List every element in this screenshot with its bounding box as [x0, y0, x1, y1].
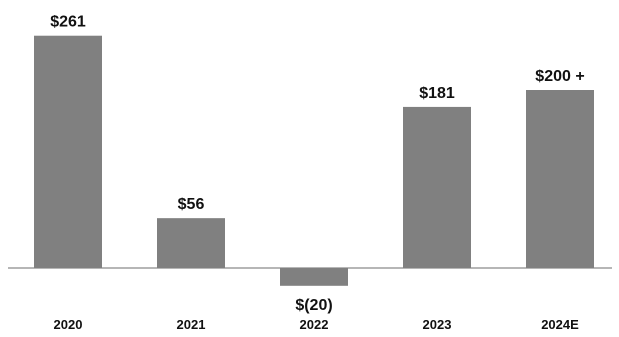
data-label-2021: $56 — [178, 196, 205, 213]
data-label-2022: $(20) — [295, 297, 332, 314]
bar-group — [34, 35, 594, 286]
x-tick-label-2023: 2023 — [423, 317, 452, 332]
x-tick-label-2020: 2020 — [54, 317, 83, 332]
x-axis-tick-labels: 2020 2021 2022 2023 2024E — [54, 317, 580, 332]
bar-2020 — [34, 35, 102, 269]
x-tick-label-2024E: 2024E — [541, 317, 579, 332]
bar-2023 — [403, 106, 471, 268]
bar-2021 — [157, 218, 225, 268]
data-label-2023: $181 — [419, 85, 455, 102]
x-tick-label-2022: 2022 — [300, 317, 329, 332]
data-label-2024E: $200 + — [535, 68, 584, 85]
data-label-group: $261 $56 $(20) $181 $200 + — [50, 14, 584, 314]
data-label-2020: $261 — [50, 14, 86, 31]
bar-2024E — [526, 90, 594, 268]
bar-2022 — [280, 268, 348, 286]
x-tick-label-2021: 2021 — [177, 317, 206, 332]
